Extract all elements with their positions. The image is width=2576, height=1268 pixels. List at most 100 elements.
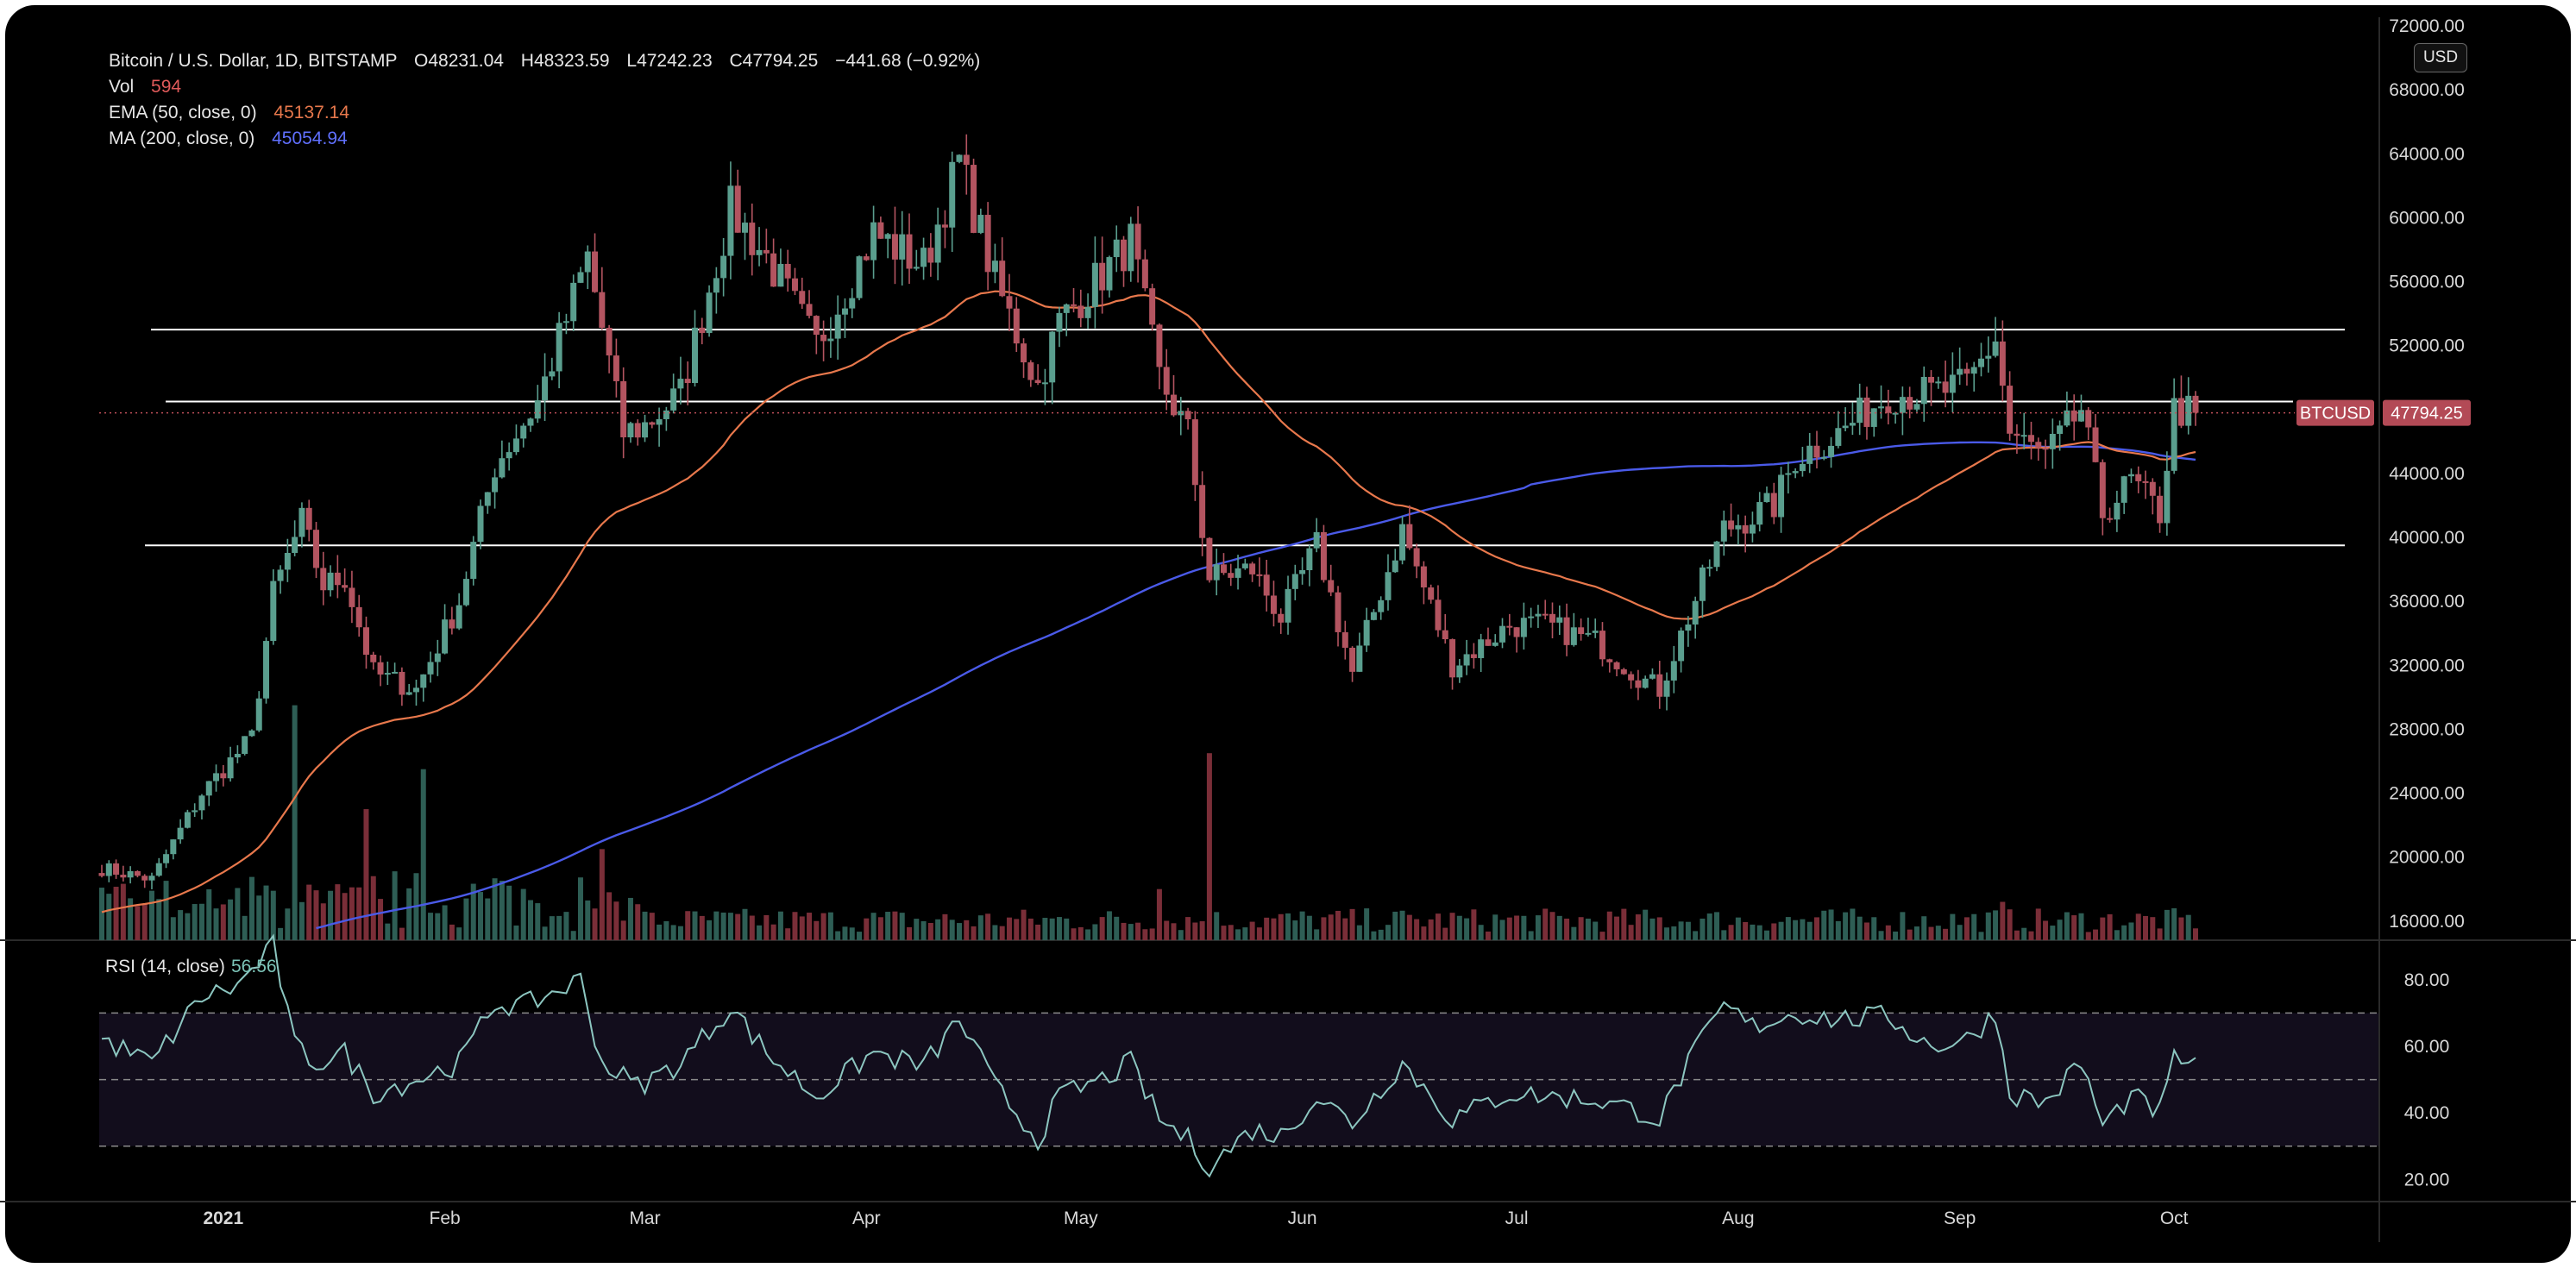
volume-bar bbox=[1099, 917, 1105, 940]
volume-bar bbox=[727, 913, 733, 940]
candle bbox=[1570, 627, 1577, 645]
candle bbox=[1770, 493, 1777, 518]
candle bbox=[312, 530, 319, 568]
volume-bar bbox=[1857, 916, 1863, 940]
candle bbox=[1599, 631, 1605, 660]
volume-bar bbox=[1449, 913, 1455, 940]
candle bbox=[1456, 665, 1463, 678]
volume-bar bbox=[857, 932, 863, 940]
symbol-price-tag bbox=[2296, 399, 2374, 426]
candle bbox=[770, 253, 777, 287]
candle bbox=[1585, 632, 1592, 635]
volume-bar bbox=[749, 915, 755, 940]
price-axis-tick: 72000.00 bbox=[2389, 16, 2465, 36]
candle bbox=[1706, 567, 1713, 569]
candle bbox=[2142, 480, 2149, 483]
volume-bar bbox=[1706, 913, 1712, 940]
volume-bar bbox=[292, 705, 298, 940]
volume-bar bbox=[1506, 917, 1512, 940]
volume-bar bbox=[256, 895, 262, 940]
candle bbox=[362, 627, 369, 655]
candle bbox=[484, 492, 491, 506]
candle bbox=[1857, 397, 1863, 424]
candle bbox=[1078, 305, 1084, 318]
candle bbox=[856, 256, 863, 298]
volume-bar bbox=[298, 901, 305, 940]
candle bbox=[1399, 524, 1406, 561]
ema-label: EMA (50, close, 0) bbox=[109, 103, 257, 122]
candle bbox=[184, 812, 191, 828]
candle bbox=[649, 422, 656, 425]
volume-bar bbox=[1264, 917, 1270, 940]
volume-bar bbox=[1092, 924, 1098, 940]
volume-bar bbox=[1256, 927, 1262, 940]
candle bbox=[863, 256, 870, 261]
volume-bar bbox=[642, 911, 648, 940]
volume-legend-row[interactable]: Vol 594 bbox=[109, 74, 980, 100]
price-axis-tick: 52000.00 bbox=[2389, 336, 2465, 356]
candle bbox=[205, 781, 212, 796]
volume-bar bbox=[1056, 917, 1062, 940]
volume-bar bbox=[527, 900, 533, 940]
volume-bar bbox=[870, 913, 876, 940]
volume-bar bbox=[442, 905, 448, 940]
volume-bar bbox=[1599, 932, 1605, 940]
candle bbox=[777, 263, 784, 287]
volume-bar bbox=[1685, 921, 1691, 940]
volume-bar bbox=[2085, 932, 2091, 940]
close-value: C47794.25 bbox=[729, 51, 819, 71]
candle bbox=[891, 234, 898, 260]
volume-bar bbox=[370, 876, 376, 940]
volume-bar bbox=[242, 915, 248, 940]
ema-legend-row[interactable]: EMA (50, close, 0) 45137.14 bbox=[109, 100, 980, 126]
candle bbox=[1535, 613, 1542, 617]
symbol-row[interactable]: Bitcoin / U.S. Dollar, 1D, BITSTAMP O482… bbox=[109, 48, 980, 74]
volume-bar bbox=[178, 910, 184, 940]
candle bbox=[1656, 674, 1663, 697]
volume-bar bbox=[1900, 912, 1906, 940]
volume-bar bbox=[1585, 918, 1591, 940]
ma-legend-row[interactable]: MA (200, close, 0) 45054.94 bbox=[109, 126, 980, 152]
candle bbox=[1406, 524, 1413, 549]
candle bbox=[1778, 474, 1785, 518]
volume-bar bbox=[1021, 909, 1027, 940]
candle bbox=[2064, 410, 2070, 426]
candle bbox=[549, 371, 556, 377]
currency-button[interactable]: USD bbox=[2414, 43, 2467, 72]
candle bbox=[1463, 654, 1470, 666]
candle bbox=[1478, 639, 1485, 658]
candle bbox=[570, 282, 577, 322]
candle bbox=[1985, 355, 1992, 359]
symbol-price-tag-label: BTCUSD bbox=[2300, 405, 2371, 424]
candle bbox=[2077, 410, 2084, 422]
price-axis-tick: 20000.00 bbox=[2389, 848, 2465, 868]
volume-bar bbox=[1049, 918, 1055, 940]
volume-bar bbox=[1821, 910, 1827, 940]
time-axis-tick: Feb bbox=[430, 1208, 461, 1228]
last-price-tag bbox=[2383, 399, 2471, 426]
volume-bar bbox=[170, 917, 176, 940]
volume-bar bbox=[1349, 908, 1355, 940]
rsi-label: RSI (14, close) bbox=[105, 957, 225, 976]
volume-bar bbox=[842, 926, 848, 940]
price-axis-tick: 68000.00 bbox=[2389, 80, 2465, 100]
volume-bar bbox=[2035, 908, 2041, 940]
volume-bar bbox=[620, 920, 626, 940]
candle bbox=[1735, 524, 1742, 530]
candle bbox=[1021, 343, 1027, 363]
volume-bar bbox=[1678, 921, 1684, 940]
volume-bar bbox=[163, 881, 169, 940]
candle bbox=[920, 248, 927, 267]
volume-bar bbox=[1485, 931, 1491, 940]
volume-bar bbox=[1671, 926, 1677, 940]
candle bbox=[1785, 473, 1792, 475]
candle bbox=[1907, 397, 1913, 410]
candle bbox=[2020, 435, 2027, 437]
volume-bar bbox=[964, 920, 970, 940]
candle bbox=[284, 553, 291, 570]
candle bbox=[2192, 395, 2199, 413]
time-axis-tick: Aug bbox=[1722, 1208, 1754, 1228]
candle bbox=[1356, 645, 1363, 672]
candle bbox=[1363, 619, 1370, 646]
